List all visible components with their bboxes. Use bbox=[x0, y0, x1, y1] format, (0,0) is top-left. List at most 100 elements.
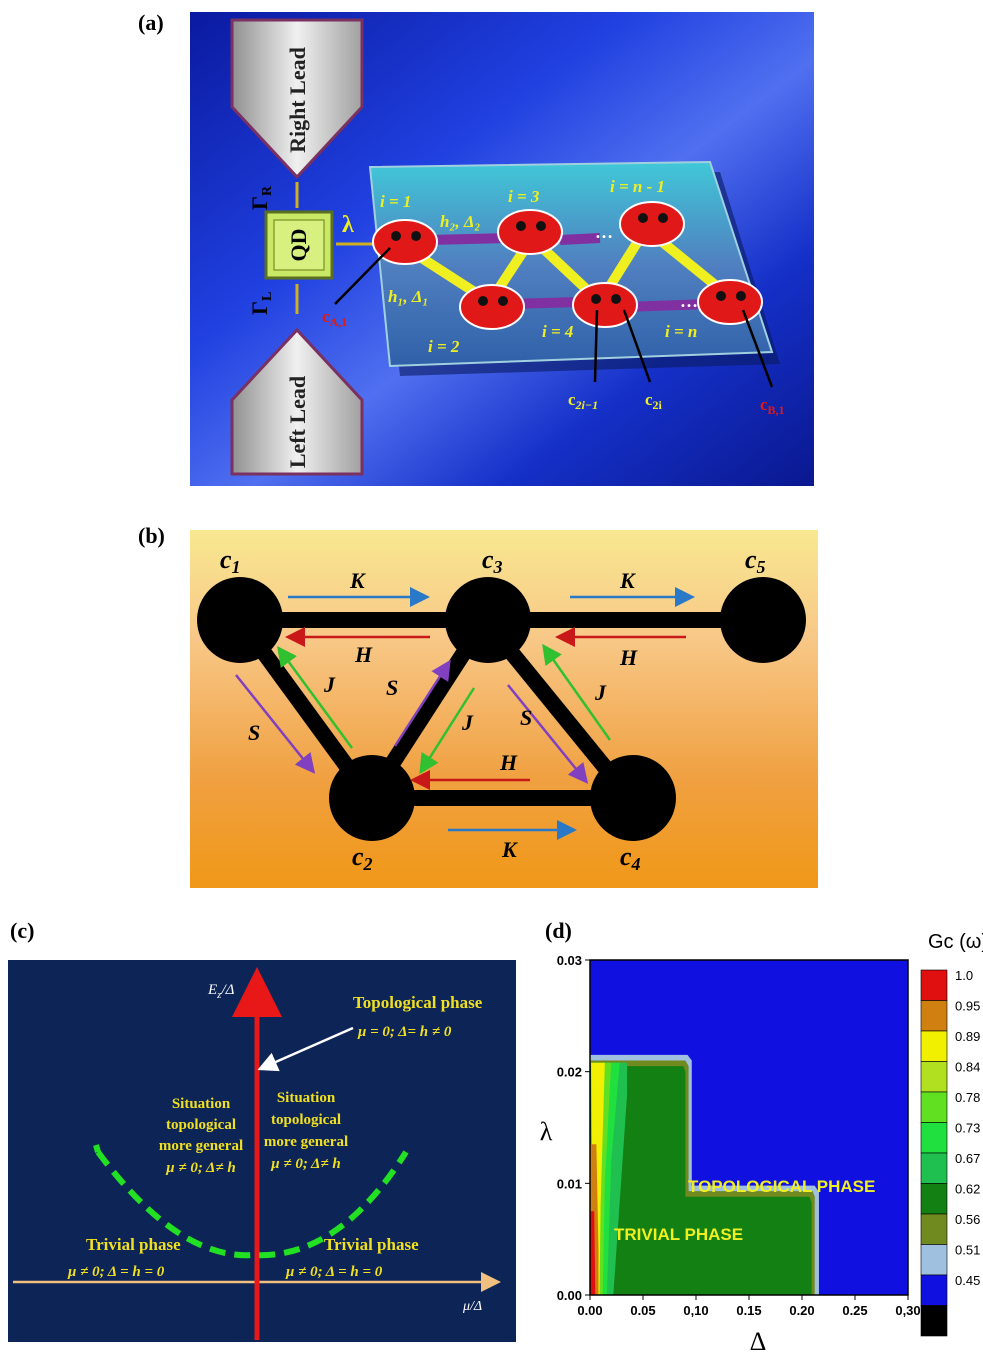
s-mid-label: S bbox=[386, 675, 398, 700]
h-top-left-label: H bbox=[354, 642, 373, 667]
s-arrow-left bbox=[235, 674, 316, 774]
node-c5 bbox=[720, 577, 806, 663]
site-i2-label: i = 2 bbox=[428, 337, 460, 356]
j-arrow-mid bbox=[419, 687, 476, 775]
annotation-topological: TOPOLOGICAL PHASE bbox=[688, 1177, 875, 1196]
s-arrow-right bbox=[507, 684, 589, 784]
y-tick-label: 0.02 bbox=[557, 1065, 582, 1080]
x-tick-label: 0.25 bbox=[842, 1303, 867, 1318]
left-lead: Left Lead bbox=[230, 327, 364, 476]
c-2i-label: c2i bbox=[645, 390, 663, 412]
legend-swatch bbox=[920, 1061, 948, 1093]
left-situation-line: μ ≠ 0; Δ≠ h bbox=[165, 1160, 236, 1176]
x-tick-label: 0.00 bbox=[577, 1303, 602, 1318]
c4-label: c4 bbox=[620, 842, 641, 874]
right-lead-label: Right Lead bbox=[285, 47, 310, 153]
c5-label: c5 bbox=[745, 545, 766, 577]
topological-cond: μ = 0; Δ= h ≠ 0 bbox=[357, 1024, 452, 1040]
c2-label: c2 bbox=[352, 842, 373, 874]
h2-delta2-label: h₂, Δ₂ bbox=[440, 212, 481, 231]
y-axis-label: λ bbox=[540, 1117, 553, 1146]
node-c2 bbox=[329, 755, 415, 841]
gamma-l-label: ΓL bbox=[247, 292, 275, 315]
j-arrow-left bbox=[277, 645, 354, 749]
trivial-right-title: Trivial phase bbox=[324, 1235, 419, 1254]
site-i4 bbox=[572, 282, 638, 328]
legend-level-label: 0.45 bbox=[955, 1273, 980, 1288]
c-a1-label: cA,1 bbox=[322, 307, 347, 329]
node-c4 bbox=[590, 755, 676, 841]
region-dark-green bbox=[590, 1066, 812, 1295]
site-in1 bbox=[619, 201, 685, 247]
c1-label: c1 bbox=[220, 545, 241, 577]
quantum-dot: QD bbox=[264, 210, 334, 280]
y-tick-label: 0.01 bbox=[557, 1176, 582, 1191]
node-c3 bbox=[445, 577, 531, 663]
left-lead-label: Left Lead bbox=[285, 376, 310, 468]
c-2i-1-label: c2i−1 bbox=[568, 390, 598, 412]
k-top-right-label: K bbox=[619, 568, 636, 593]
s-left-label: S bbox=[248, 720, 260, 745]
s-arrow-mid bbox=[393, 659, 451, 747]
legend-swatch bbox=[920, 1244, 948, 1276]
legend-level-label: 0.62 bbox=[955, 1182, 980, 1197]
dots-top: … bbox=[595, 222, 613, 242]
legend: 1.0 0.95 0.89 0.84 0.78 0.73 0.67 0.62 0.56 0.51 0… bbox=[920, 968, 980, 1337]
y-tick-label: 0.00 bbox=[557, 1288, 582, 1303]
site-i1-label: i = 1 bbox=[380, 192, 411, 211]
node-c1 bbox=[197, 577, 283, 663]
h-bottom-label: H bbox=[499, 750, 518, 775]
trivial-right-cond: μ ≠ 0; Δ = h = 0 bbox=[285, 1264, 383, 1280]
panel-d-label: (d) bbox=[545, 918, 572, 943]
legend-swatch bbox=[920, 1213, 948, 1245]
lambda-label: λ bbox=[342, 212, 354, 238]
y-axis-label: Ez/Δ bbox=[207, 982, 235, 1001]
j-arrow-right bbox=[542, 643, 612, 741]
legend-swatch bbox=[920, 1305, 948, 1337]
site-in1-label: i = n - 1 bbox=[610, 177, 665, 196]
panel-c-diagram: Ez/Δ μ/Δ Topological phase μ = 0; Δ= h ≠… bbox=[8, 960, 516, 1342]
y-tick-labels: 0.00 0.01 0.02 0.03 bbox=[557, 953, 590, 1303]
left-situation-line: more general bbox=[159, 1138, 243, 1154]
x-tick-label: 0,30 bbox=[895, 1303, 920, 1318]
right-situation-line: Situation bbox=[277, 1090, 336, 1106]
legend-level-label: 0.73 bbox=[955, 1121, 980, 1136]
left-situation-line: topological bbox=[166, 1117, 236, 1133]
legend-swatch bbox=[920, 1000, 948, 1032]
right-situation-line: more general bbox=[264, 1134, 348, 1150]
x-tick-label: 0.05 bbox=[630, 1303, 655, 1318]
h-top-right-label: H bbox=[619, 645, 638, 670]
left-situation: Situation topological more general μ ≠ 0… bbox=[159, 1096, 243, 1176]
s-right-label: S bbox=[520, 705, 532, 730]
panel-c-label: (c) bbox=[10, 918, 35, 943]
heatmap-plot-area bbox=[589, 959, 909, 1296]
panel-b-label: (b) bbox=[138, 523, 165, 548]
site-i4-label: i = 4 bbox=[542, 322, 573, 341]
legend-swatch bbox=[920, 1122, 948, 1154]
legend-swatch bbox=[920, 969, 948, 1001]
legend-level-label: 0.51 bbox=[955, 1243, 980, 1258]
legend-level-label: 1.0 bbox=[955, 968, 973, 983]
x-tick-label: 0,10 bbox=[683, 1303, 708, 1318]
legend-swatch bbox=[920, 1091, 948, 1123]
pointer-arrows bbox=[334, 247, 774, 388]
site-in bbox=[697, 279, 763, 325]
annotation-trivial: TRIVIAL PHASE bbox=[614, 1225, 743, 1244]
j-mid-label: J bbox=[461, 710, 474, 735]
left-situation-line: Situation bbox=[172, 1096, 231, 1112]
legend-level-label: 0.95 bbox=[955, 999, 980, 1014]
x-axis-label: μ/Δ bbox=[462, 1299, 482, 1314]
legend-swatch bbox=[920, 1030, 948, 1062]
trivial-left-cond: μ ≠ 0; Δ = h = 0 bbox=[67, 1264, 165, 1280]
x-tick-label: 0.15 bbox=[736, 1303, 761, 1318]
panel-b-diagram: c1 c3 c5 c2 c4 K H K H S J S J S J H K bbox=[190, 530, 818, 888]
right-lead: Right Lead bbox=[230, 18, 364, 180]
x-axis-label: Δ bbox=[750, 1327, 767, 1356]
legend-level-label: 0.67 bbox=[955, 1151, 980, 1166]
trivial-left-title: Trivial phase bbox=[86, 1235, 181, 1254]
qd-label: QD bbox=[286, 229, 311, 262]
right-situation-line: topological bbox=[271, 1112, 341, 1128]
j-left-label: J bbox=[323, 672, 336, 697]
purple-links bbox=[429, 233, 711, 312]
legend-level-label: 0.56 bbox=[955, 1212, 980, 1227]
